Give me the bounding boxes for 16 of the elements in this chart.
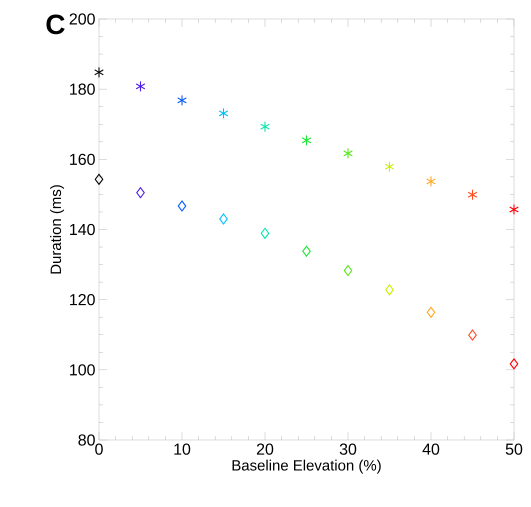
x-tick-label: 40 [422, 444, 440, 455]
x-axis-title: Baseline Elevation (%) [232, 460, 381, 474]
chart-title: C [46, 14, 65, 34]
x-tick-label: 30 [340, 444, 356, 455]
y-tick-label: 100 [70, 364, 95, 376]
x-tick-label: 20 [256, 444, 274, 455]
y-tick-label: 80 [78, 434, 95, 446]
y-tick-label: 200 [70, 13, 95, 25]
y-tick-label: 140 [70, 224, 95, 236]
y-tick-label: 120 [70, 294, 95, 306]
x-tick-label: 10 [174, 444, 190, 455]
y-tick-label: 180 [70, 84, 95, 95]
x-tick-label: 0 [95, 444, 103, 455]
y-tick-label: 160 [70, 154, 95, 165]
y-axis-title: Duration (ms) [50, 185, 64, 274]
x-tick-label: 50 [506, 444, 522, 455]
